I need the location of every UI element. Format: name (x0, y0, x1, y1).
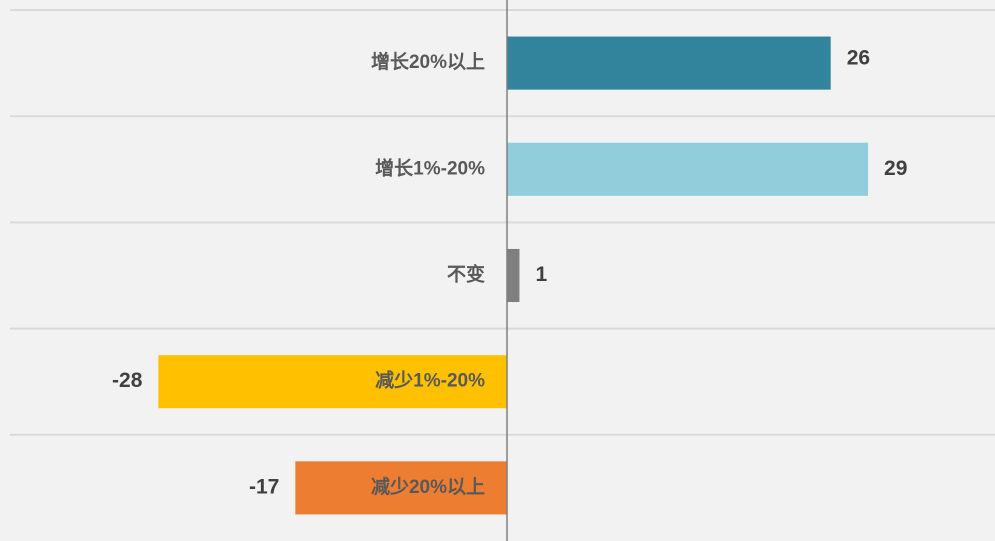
bar (507, 248, 520, 303)
data-label: 29 (884, 157, 907, 180)
category-label: 减少20%以上 (371, 475, 485, 498)
bar (507, 142, 869, 196)
data-label: 26 (847, 47, 870, 70)
data-label: -28 (112, 369, 143, 392)
bar (158, 355, 507, 409)
category-label: 增长20%以上 (371, 50, 485, 73)
category-label: 不变 (447, 263, 485, 286)
data-label: -17 (249, 475, 279, 498)
bar (295, 461, 507, 515)
data-label: 1 (535, 263, 547, 286)
category-label: 增长1%-20% (375, 156, 485, 179)
category-label: 减少1%-20% (375, 369, 485, 392)
bar (507, 36, 831, 90)
